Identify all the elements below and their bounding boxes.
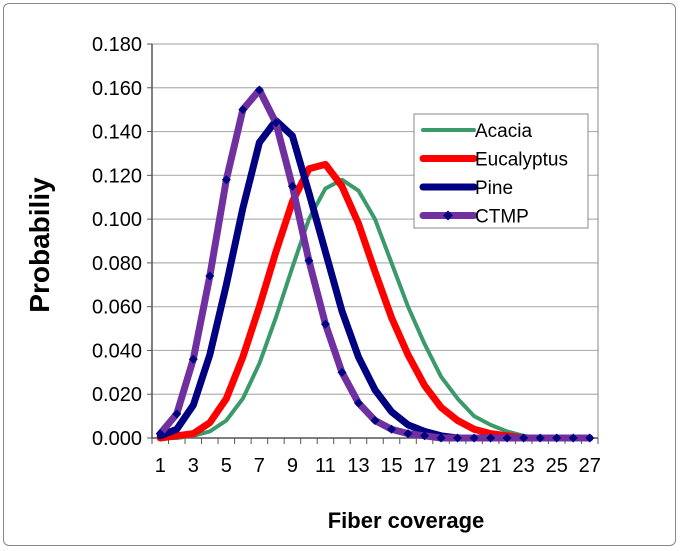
data-point-ctmp bbox=[453, 433, 463, 443]
y-tick-label: 0.080 bbox=[92, 253, 142, 275]
data-point-ctmp bbox=[188, 354, 198, 364]
y-tick-label: 0.060 bbox=[92, 297, 142, 319]
x-tick-label: 5 bbox=[221, 455, 232, 477]
y-tick-label: 0.140 bbox=[92, 122, 142, 144]
data-point-ctmp bbox=[519, 433, 529, 443]
y-tick-label: 0.160 bbox=[92, 78, 142, 100]
data-point-ctmp bbox=[238, 105, 248, 115]
data-point-ctmp bbox=[403, 429, 413, 439]
data-point-ctmp bbox=[320, 319, 330, 329]
data-point-ctmp bbox=[221, 175, 231, 185]
data-point-ctmp bbox=[585, 433, 595, 443]
x-tick-label: 17 bbox=[413, 455, 435, 477]
data-point-ctmp bbox=[271, 118, 281, 128]
x-tick-label: 1 bbox=[155, 455, 166, 477]
y-tick-label: 0.180 bbox=[92, 34, 142, 56]
data-point-ctmp bbox=[287, 181, 297, 191]
y-tick-label: 0.040 bbox=[92, 340, 142, 362]
data-point-ctmp bbox=[370, 415, 380, 425]
x-tick-label: 23 bbox=[513, 455, 535, 477]
x-tick-label: 15 bbox=[380, 455, 402, 477]
x-tick-label: 21 bbox=[480, 455, 502, 477]
x-axis-title: Fiber coverage bbox=[328, 508, 485, 533]
y-tick-label: 0.120 bbox=[92, 165, 142, 187]
legend: Acacia Eucalyptus Pine CTMP bbox=[413, 113, 589, 229]
y-tick-label: 0.020 bbox=[92, 384, 142, 406]
data-point-ctmp bbox=[155, 429, 165, 439]
data-point-ctmp bbox=[436, 433, 446, 443]
x-tick-label: 25 bbox=[546, 455, 568, 477]
chart-frame bbox=[3, 3, 676, 546]
data-point-ctmp bbox=[304, 256, 314, 266]
data-point-ctmp bbox=[535, 433, 545, 443]
data-point-ctmp bbox=[568, 433, 578, 443]
x-tick-label: 7 bbox=[254, 455, 265, 477]
x-tick-label: 9 bbox=[287, 455, 298, 477]
legend-box bbox=[413, 113, 589, 229]
y-tick-label: 0.100 bbox=[92, 209, 142, 231]
data-point-ctmp bbox=[469, 433, 479, 443]
x-tick-label: 27 bbox=[579, 455, 601, 477]
data-point-ctmp bbox=[420, 431, 430, 441]
x-tick-label: 11 bbox=[315, 455, 336, 477]
data-point-ctmp bbox=[353, 398, 363, 408]
x-tick-label: 3 bbox=[188, 455, 199, 477]
data-point-ctmp bbox=[552, 433, 562, 443]
y-tick-label: 0.000 bbox=[92, 428, 142, 450]
data-point-ctmp bbox=[172, 409, 182, 419]
x-tick-label: 19 bbox=[446, 455, 468, 477]
y-axis-title: Probabiliy bbox=[24, 177, 55, 313]
data-point-ctmp bbox=[205, 271, 215, 281]
legend-label-eucalyptus: Eucalyptus bbox=[475, 150, 568, 171]
legend-label-acacia: Acacia bbox=[475, 121, 532, 142]
x-tick-label: 13 bbox=[347, 455, 369, 477]
data-point-ctmp bbox=[254, 85, 264, 95]
data-point-ctmp bbox=[387, 424, 397, 434]
data-point-ctmp bbox=[486, 433, 496, 443]
legend-label-ctmp: CTMP bbox=[475, 207, 529, 228]
data-point-ctmp bbox=[337, 367, 347, 377]
data-point-ctmp bbox=[502, 433, 512, 443]
legend-marker-ctmp bbox=[443, 210, 453, 221]
legend-label-pine: Pine bbox=[475, 178, 513, 199]
